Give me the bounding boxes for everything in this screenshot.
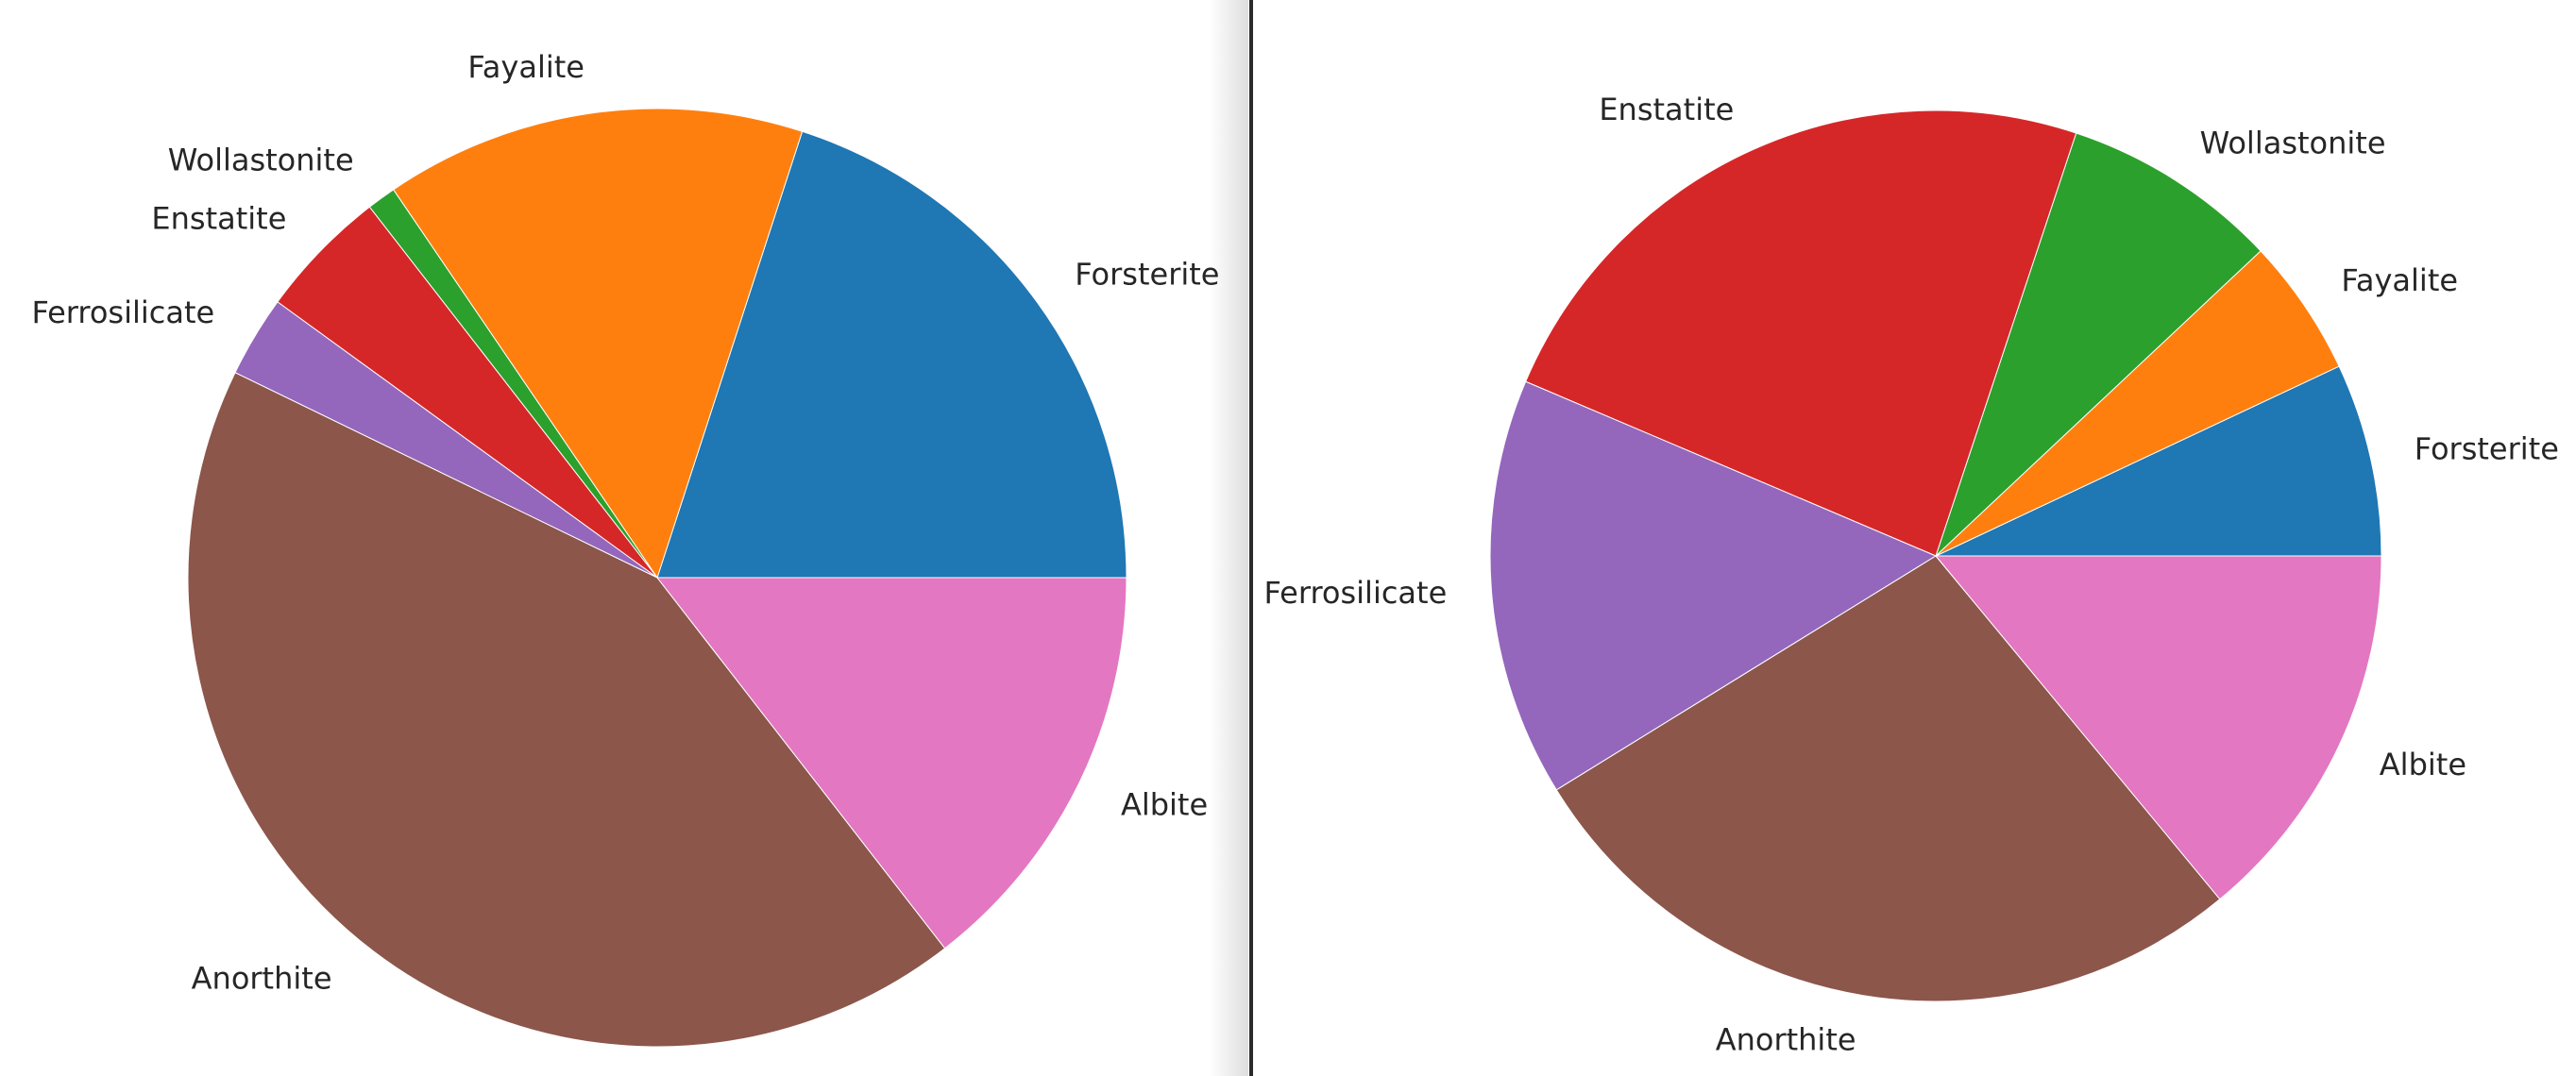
right-pie-label-ferrosilicate: Ferrosilicate xyxy=(1264,575,1448,611)
right-pie-slice-anorthite xyxy=(1555,555,2221,1002)
panel-shadow xyxy=(1209,0,1248,1076)
right-pie-label-anorthite: Anorthite xyxy=(1716,1021,1856,1057)
left-pie-chart: Forsterite Fayalite Wollastonite Enstatite F… xyxy=(31,49,1219,1048)
left-pie-slice-albite xyxy=(656,577,1127,950)
left-pie-slice-fayalite xyxy=(393,108,804,579)
right-pie-label-wollastonite: Wollastonite xyxy=(2200,126,2386,161)
left-pie-label-forsterite: Forsterite xyxy=(1075,257,1219,293)
left-pie-label-anorthite: Anorthite xyxy=(192,961,332,997)
right-pie-label-albite: Albite xyxy=(2380,747,2466,782)
left-pie-label-enstatite: Enstatite xyxy=(151,201,286,237)
left-pie-label-albite: Albite xyxy=(1121,787,1208,823)
panel-divider xyxy=(1249,0,1253,1076)
right-pie-slice-wollastonite xyxy=(1935,132,2262,557)
left-pie-label-fayalite: Fayalite xyxy=(467,49,585,85)
left-pie-slice-anorthite xyxy=(187,372,946,1048)
right-pie-label-forsterite: Forsterite xyxy=(2415,431,2559,467)
right-pie-chart: Forsterite Fayalite Wollastonite Enstatite F… xyxy=(1264,92,2559,1057)
right-pie-slice-forsterite xyxy=(1935,365,2382,557)
right-pie-slice-enstatite xyxy=(1525,109,2077,557)
right-pie-label-fayalite: Fayalite xyxy=(2341,262,2458,298)
right-pie-slice-fayalite xyxy=(1935,250,2340,557)
left-pie-label-ferrosilicate: Ferrosilicate xyxy=(31,294,214,330)
right-pie-slice-albite xyxy=(1935,555,2382,900)
right-pie-label-enstatite: Enstatite xyxy=(1599,92,1734,127)
left-pie-slice-forsterite xyxy=(656,130,1127,579)
right-pie-slice-ferrosilicate xyxy=(1489,380,1937,791)
left-pie-label-wollastonite: Wollastonite xyxy=(168,143,354,178)
